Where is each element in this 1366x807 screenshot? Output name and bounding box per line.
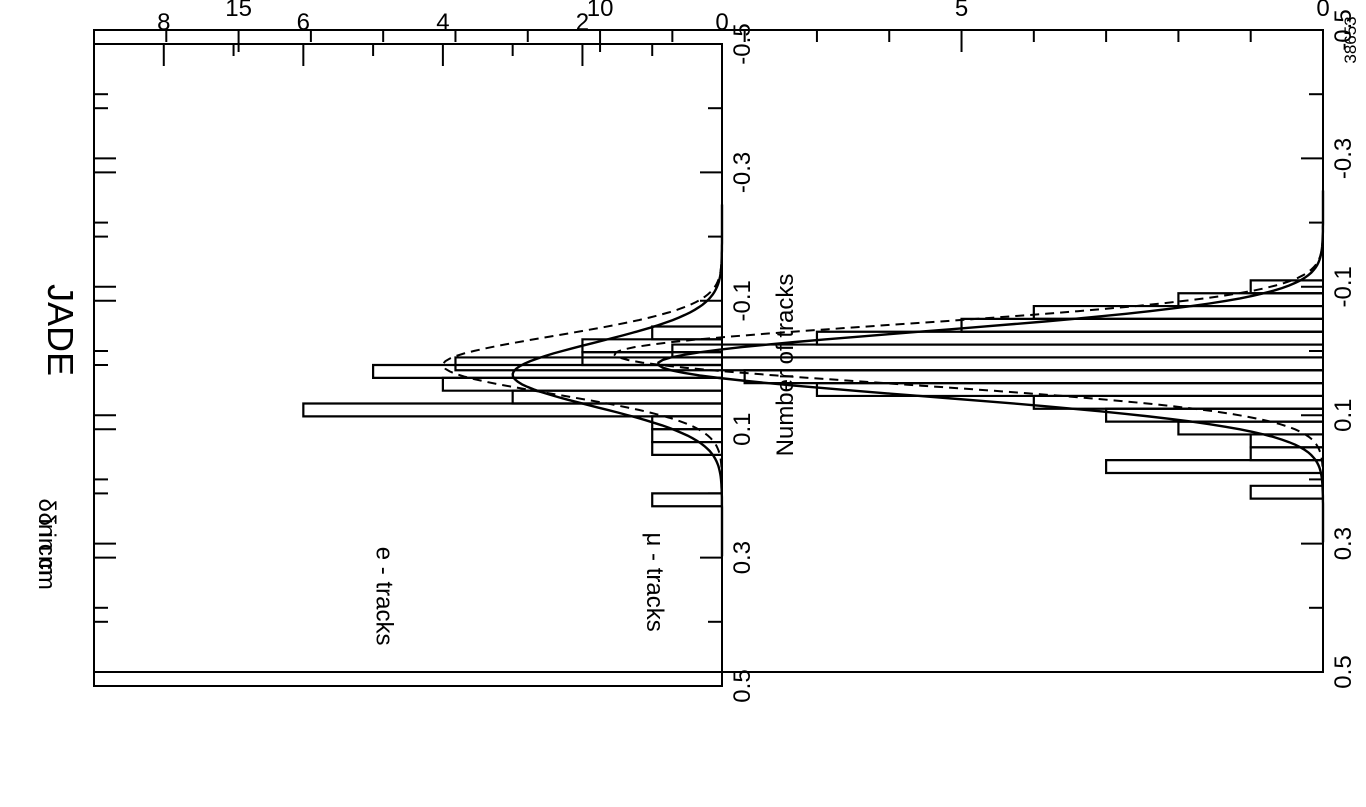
y-tick-label: 8: [157, 9, 170, 36]
figure-serial-number: 38653: [1341, 16, 1360, 63]
panel-title: μ - tracks: [641, 533, 668, 632]
histogram-bin: [671, 343, 1323, 359]
histogram-bin: [1105, 459, 1323, 475]
x-tick-label: 0.1: [1330, 399, 1357, 432]
y-tick-label: 2: [576, 9, 589, 36]
fit-curve-dashed: [613, 190, 1324, 543]
fit-curve-solid: [657, 190, 1325, 543]
x-tick-label: -0.3: [1330, 138, 1357, 179]
electron-tracks-panel: -0.5 -0.3 -0.1 0.1 0.3 0.5 0 2 4 6 8 Number of trac…: [33, 9, 799, 703]
histogram-bin: [960, 317, 1323, 333]
x-tick-label: 0.3: [1330, 527, 1357, 560]
histogram-bin: [651, 492, 722, 508]
x-axis-label: δ in cm: [33, 512, 60, 589]
x-tick-label: -0.1: [1330, 266, 1357, 307]
experiment-label: JADE: [40, 284, 81, 376]
x-tick-label: 0.5: [729, 669, 756, 702]
y-tick-label: 0: [1316, 0, 1329, 22]
x-tick-label: 0.5: [1330, 655, 1357, 688]
muon-tracks-panel: -0.5 -0.3 -0.1 0.1 0.3 0.5 0 5 10 15 Number of tra…: [33, 0, 1357, 689]
x-tick-label: 0.1: [729, 413, 756, 446]
histogram-bin: [441, 376, 722, 392]
fit-curve-solid: [511, 204, 724, 557]
histogram-bin: [651, 325, 722, 341]
histogram-bin: [743, 369, 1323, 385]
histogram-bin: [1249, 484, 1323, 500]
x-tick-label: -0.1: [729, 280, 756, 321]
y-tick-label: 6: [297, 9, 310, 36]
x-tick-label: -0.3: [729, 152, 756, 193]
histogram-bin: [651, 415, 722, 431]
x-axis-label: δ in cm: [33, 498, 60, 575]
histogram-bin: [454, 356, 1323, 372]
y-tick-label: 10: [587, 0, 614, 22]
fit-curve-dashed: [442, 204, 723, 557]
histogram-bin: [1249, 446, 1323, 462]
y-tick-label: 5: [955, 0, 968, 22]
y-tick-label: 0: [715, 9, 728, 36]
histogram-bin: [651, 440, 722, 456]
y-tick-label: 15: [225, 0, 252, 22]
x-tick-label: -0.5: [729, 23, 756, 64]
histogram-bin: [302, 402, 722, 418]
y-tick-label: 4: [436, 9, 449, 36]
panel-title: e - tracks: [371, 547, 398, 646]
x-tick-label: -0.5: [1330, 9, 1357, 50]
y-axis-label: Number of tracks: [772, 274, 799, 457]
x-tick-label: 0.3: [729, 541, 756, 574]
